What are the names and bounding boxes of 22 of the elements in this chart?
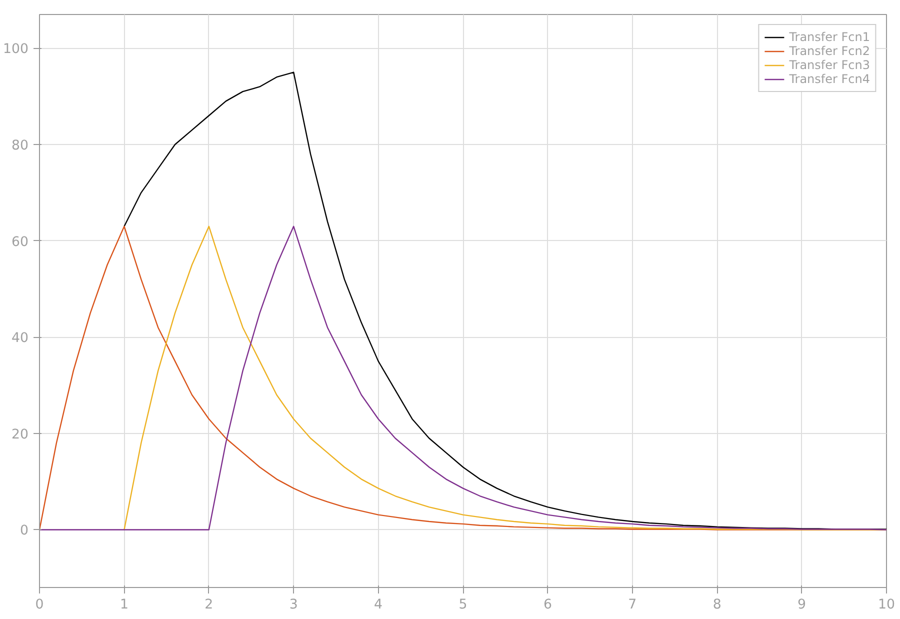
line-series (124, 72, 886, 530)
y-tick-label: 80 (12, 138, 29, 154)
x-tick-label: 7 (628, 598, 637, 612)
y-tick-label: 20 (12, 427, 29, 442)
y-tick-label: 0 (20, 524, 29, 539)
legend-label: Transfer Fcn1 (789, 30, 870, 44)
x-tick-label: 5 (458, 598, 468, 612)
legend-label: Transfer Fcn4 (789, 72, 870, 86)
x-tick-label: 10 (878, 598, 895, 612)
x-tick-label: 9 (798, 598, 806, 612)
x-tick-label: 2 (204, 598, 214, 612)
x-tick-label: 8 (712, 598, 722, 612)
x-tick-label: 6 (543, 598, 552, 612)
x-tick-label: 4 (374, 598, 383, 612)
x-tick-label: 3 (289, 598, 298, 612)
y-tick-label: 60 (12, 234, 29, 250)
y-tick-label: 40 (12, 331, 29, 346)
y-tick-label: 100 (3, 42, 29, 58)
x-tick-label: 0 (35, 598, 44, 612)
legend-label: Transfer Fcn3 (789, 58, 870, 72)
x-tick-label: 1 (120, 598, 128, 612)
legend-label: Transfer Fcn2 (789, 44, 870, 58)
